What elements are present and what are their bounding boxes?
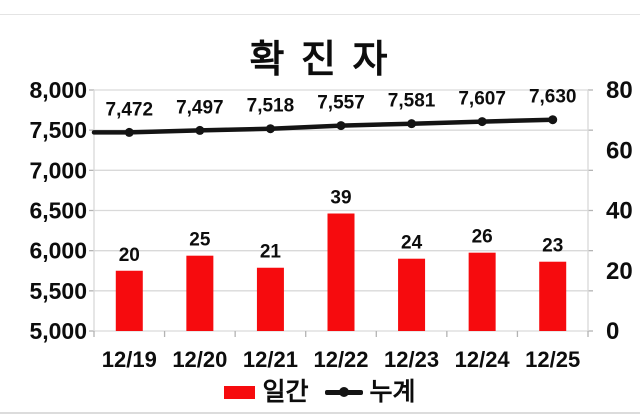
x-axis-category-label: 12/24	[455, 347, 511, 372]
bar-value-label: 20	[119, 245, 140, 266]
line-marker	[407, 119, 417, 129]
left-axis-label: 6,000	[29, 238, 87, 264]
bar-value-label: 21	[260, 242, 282, 263]
bar	[327, 213, 355, 331]
legend-line-swatch	[324, 385, 363, 399]
legend-item: 일간	[224, 377, 309, 406]
bottom-divider	[0, 412, 640, 414]
right-axis-label: 20	[606, 258, 633, 285]
top-divider	[0, 14, 640, 15]
right-axis-label: 0	[606, 318, 619, 345]
line-marker	[195, 125, 205, 135]
bar-value-label: 23	[542, 236, 563, 257]
line-value-label: 7,472	[106, 99, 154, 120]
line-value-label: 7,557	[317, 93, 365, 114]
chart-title: 확 진 자	[249, 39, 391, 81]
legend-bar-swatch	[224, 385, 256, 399]
left-axis-label: 8,000	[29, 77, 87, 103]
line-value-label: 7,497	[176, 97, 224, 118]
bar	[398, 258, 426, 331]
left-axis-label: 7,000	[29, 157, 87, 183]
line-marker	[548, 115, 558, 125]
bar-value-label: 26	[472, 227, 493, 248]
bar-value-label: 25	[189, 230, 211, 251]
x-axis-category-label: 12/19	[102, 347, 157, 372]
x-axis-category-label: 12/20	[172, 347, 227, 372]
x-axis-category-label: 12/25	[525, 347, 580, 372]
legend-line-dot	[338, 387, 349, 397]
right-axis-label: 60	[606, 137, 633, 164]
left-axis-label: 6,500	[29, 198, 87, 224]
bar	[256, 267, 284, 331]
line-value-label: 7,607	[458, 89, 506, 110]
line-value-label: 7,630	[529, 87, 577, 108]
right-axis-label: 40	[606, 198, 633, 225]
bar-value-label: 39	[330, 188, 351, 209]
left-axis-label: 5,500	[29, 278, 87, 304]
legend-label: 누계	[369, 377, 416, 406]
left-axis-label: 7,500	[29, 117, 87, 143]
line-marker	[336, 121, 346, 131]
right-axis-label: 80	[606, 77, 633, 104]
line-marker	[477, 117, 487, 127]
bar-value-label: 24	[401, 233, 423, 254]
chart-legend: 일간 누계	[0, 377, 640, 407]
line-marker	[124, 127, 134, 137]
x-axis-category-label: 12/23	[384, 347, 439, 372]
line-value-label: 7,581	[388, 91, 436, 112]
cumulative-line	[91, 117, 555, 135]
left-axis-label: 5,000	[29, 318, 87, 344]
x-axis-category-label: 12/22	[313, 347, 368, 372]
bar	[115, 270, 143, 331]
bar	[468, 252, 496, 331]
legend-label: 일간	[262, 377, 309, 406]
line-marker	[265, 124, 275, 134]
line-value-label: 7,518	[247, 96, 295, 117]
legend-item: 누계	[324, 377, 416, 406]
x-axis-category-label: 12/21	[243, 347, 298, 372]
bar	[539, 261, 567, 331]
bar	[186, 255, 214, 331]
